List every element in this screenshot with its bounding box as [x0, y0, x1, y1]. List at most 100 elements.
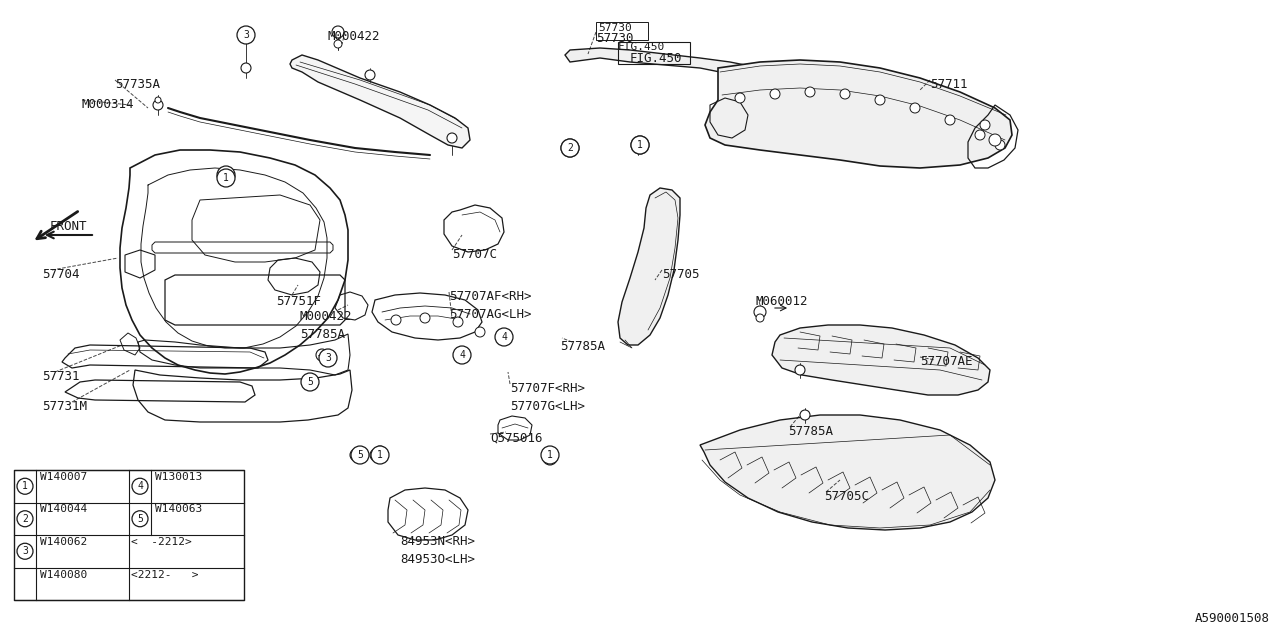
Circle shape	[355, 449, 366, 461]
Circle shape	[316, 349, 328, 361]
Text: 57704: 57704	[42, 268, 79, 281]
FancyBboxPatch shape	[14, 470, 244, 600]
Text: 57731: 57731	[42, 370, 79, 383]
Text: 57707AG<LH>: 57707AG<LH>	[449, 308, 531, 321]
Text: 84953O<LH>: 84953O<LH>	[399, 553, 475, 566]
Circle shape	[132, 511, 148, 527]
Circle shape	[631, 136, 649, 154]
Circle shape	[301, 373, 319, 391]
Circle shape	[218, 166, 236, 184]
Circle shape	[241, 29, 252, 41]
Text: 4: 4	[137, 481, 143, 492]
Circle shape	[241, 63, 251, 73]
Circle shape	[945, 115, 955, 125]
Circle shape	[980, 120, 989, 130]
Circle shape	[735, 93, 745, 103]
Circle shape	[319, 349, 337, 367]
Text: 57707C: 57707C	[452, 248, 497, 261]
Circle shape	[221, 173, 230, 183]
Circle shape	[302, 376, 314, 388]
Text: 57730: 57730	[598, 23, 632, 33]
Circle shape	[132, 478, 148, 494]
Circle shape	[547, 454, 554, 462]
Circle shape	[349, 449, 362, 461]
Circle shape	[475, 327, 485, 337]
Text: 1: 1	[547, 450, 553, 460]
Circle shape	[561, 139, 579, 157]
Text: 3: 3	[243, 30, 248, 40]
Circle shape	[495, 328, 513, 346]
Circle shape	[543, 451, 557, 465]
Text: 57705: 57705	[662, 268, 699, 281]
Text: 57751F: 57751F	[276, 295, 321, 308]
Circle shape	[218, 169, 236, 187]
Circle shape	[370, 449, 381, 461]
Circle shape	[975, 130, 986, 140]
Polygon shape	[618, 188, 680, 345]
Text: W140044: W140044	[40, 504, 87, 515]
Circle shape	[17, 511, 33, 527]
Text: 57707AE: 57707AE	[920, 355, 973, 368]
Text: 57785A: 57785A	[788, 425, 833, 438]
Text: FRONT: FRONT	[50, 220, 87, 233]
Polygon shape	[564, 48, 800, 85]
Circle shape	[334, 40, 342, 48]
Text: 1: 1	[378, 450, 383, 460]
Circle shape	[371, 446, 389, 464]
Circle shape	[756, 314, 764, 322]
Circle shape	[453, 346, 471, 364]
Text: W140007: W140007	[40, 472, 87, 482]
Circle shape	[453, 317, 463, 327]
Circle shape	[374, 446, 387, 458]
Text: 57707AF<RH>: 57707AF<RH>	[449, 290, 531, 303]
Text: 4: 4	[460, 350, 465, 360]
Text: FIG.450: FIG.450	[630, 52, 682, 65]
Text: 5: 5	[137, 514, 143, 524]
Polygon shape	[772, 325, 989, 395]
Circle shape	[447, 133, 457, 143]
Circle shape	[154, 100, 163, 110]
Polygon shape	[705, 60, 1012, 168]
Text: 57711: 57711	[931, 78, 968, 91]
Text: 4: 4	[500, 332, 507, 342]
Text: W140080: W140080	[40, 570, 87, 579]
Circle shape	[631, 136, 649, 154]
Circle shape	[805, 87, 815, 97]
Text: M000422: M000422	[300, 310, 352, 323]
Polygon shape	[700, 415, 995, 530]
Text: Q575016: Q575016	[490, 432, 543, 445]
Text: FIG.450: FIG.450	[618, 42, 666, 52]
Circle shape	[351, 446, 369, 464]
Polygon shape	[291, 55, 470, 148]
Circle shape	[876, 95, 884, 105]
Text: 57707G<LH>: 57707G<LH>	[509, 400, 585, 413]
Circle shape	[332, 26, 344, 38]
Text: 5: 5	[307, 377, 312, 387]
Circle shape	[365, 70, 375, 80]
Circle shape	[795, 365, 805, 375]
Text: 3: 3	[22, 547, 28, 556]
Text: <2212-   >: <2212- >	[131, 570, 198, 579]
Circle shape	[541, 446, 559, 464]
Text: 1: 1	[637, 140, 643, 150]
Circle shape	[840, 89, 850, 99]
Text: 57707F<RH>: 57707F<RH>	[509, 382, 585, 395]
Text: M000314: M000314	[82, 98, 134, 111]
Text: 2: 2	[22, 514, 28, 524]
Circle shape	[221, 170, 230, 180]
Text: 1: 1	[22, 481, 28, 492]
Circle shape	[995, 140, 1005, 150]
Text: W140063: W140063	[155, 504, 202, 515]
Text: W130013: W130013	[155, 472, 202, 482]
Text: A590001508: A590001508	[1196, 612, 1270, 625]
Text: M060012: M060012	[756, 295, 809, 308]
Text: 84953N<RH>: 84953N<RH>	[399, 535, 475, 548]
Circle shape	[155, 97, 161, 103]
Text: 5: 5	[357, 450, 364, 460]
Circle shape	[420, 313, 430, 323]
Circle shape	[989, 134, 1001, 146]
Text: <  -2212>: < -2212>	[131, 537, 192, 547]
Circle shape	[910, 103, 920, 113]
Text: 3: 3	[325, 353, 332, 363]
Text: 57730: 57730	[596, 32, 634, 45]
